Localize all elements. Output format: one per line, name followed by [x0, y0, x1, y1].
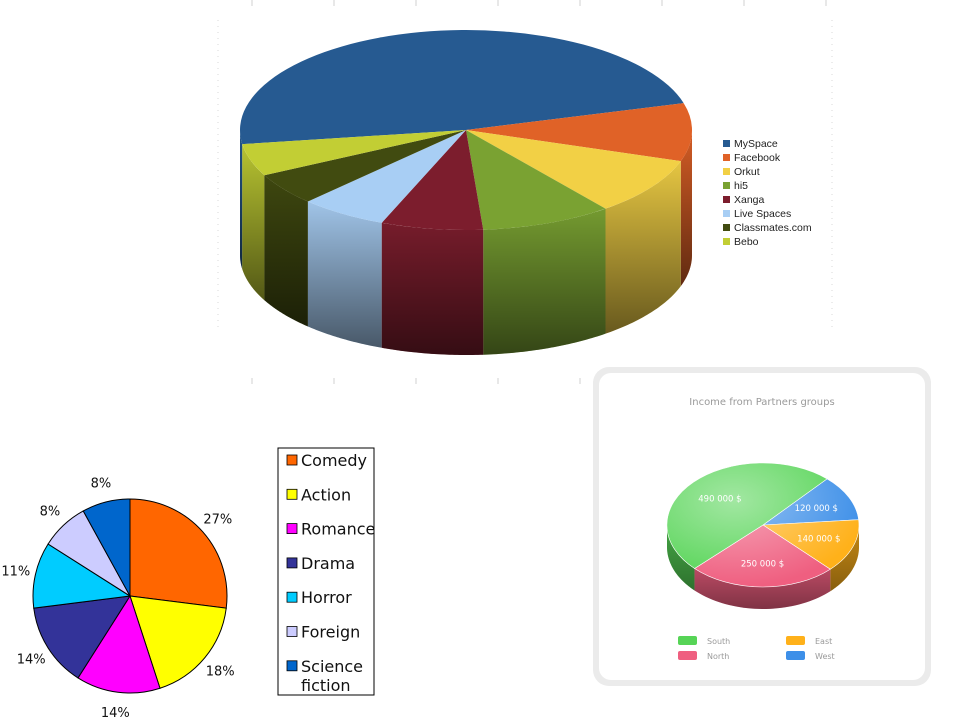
pie-side-bebo-shade	[242, 144, 265, 301]
legend-label-horror: Horror	[301, 588, 352, 607]
pie3d-income-chart: Income from Partners groups 120 000 $ 140…	[593, 367, 931, 686]
legend-label-east: East	[815, 637, 832, 646]
pie-slice-facebook	[466, 103, 693, 162]
legend-label-west: West	[815, 652, 835, 661]
pie-side-facebook-shade	[680, 130, 692, 287]
legend-swatch-science-fiction	[286, 660, 298, 672]
legend-label-romance: Romance	[301, 520, 375, 539]
pie-side-xanga-shade	[381, 222, 484, 355]
pie-slice-myspace	[240, 30, 684, 145]
value-label-south: 490 000 $	[698, 495, 741, 505]
legend-swatch-facebook	[723, 154, 730, 161]
pie-gloss	[667, 463, 859, 587]
legend-swatch-myspace	[723, 140, 730, 147]
value-label-comedy: 27%	[203, 513, 232, 528]
legend-swatch-east	[786, 636, 805, 645]
pie-side-south-shade	[667, 525, 695, 591]
pie-side-orkut-shade	[605, 161, 681, 334]
legend-label-science-fiction: Science fiction	[301, 657, 363, 695]
value-label-horror: 11%	[1, 565, 30, 580]
pie-side-walls	[667, 525, 859, 609]
legend-label-hi5: hi5	[734, 180, 748, 192]
pie-side-walls	[240, 130, 692, 355]
legend-label-drama: Drama	[301, 554, 355, 573]
pie-top-slices	[666, 462, 860, 588]
chart-title: Income from Partners groups	[689, 397, 834, 408]
legend-swatch-comedy	[286, 454, 298, 466]
pie-side-myspace-shade	[240, 130, 243, 270]
legend-label-classmates-com: Classmates.com	[734, 222, 812, 234]
legend-swatch-xanga	[723, 196, 730, 203]
pie3d-social-chart: MySpace Facebook Orkut hi5 Xanga Live Spaces C…	[217, 0, 833, 384]
pie-slice-comedy	[129, 498, 228, 609]
legend-label-myspace: MySpace	[734, 138, 778, 150]
value-label-east: 140 000 $	[797, 534, 840, 544]
pie-side-east-shade	[830, 525, 859, 592]
legend: MySpace Facebook Orkut hi5 Xanga Live Spaces C…	[723, 138, 812, 248]
value-label-science-fiction: 8%	[91, 477, 112, 492]
pie-side-hi5-shade	[483, 208, 606, 355]
pie-slice-horror	[32, 543, 132, 609]
legend-swatch-horror	[286, 591, 298, 603]
legend-swatch-bebo	[723, 238, 730, 245]
legend-swatch-west	[786, 651, 805, 660]
pie-slice-hi5	[466, 130, 606, 230]
legend-swatch-romance	[286, 523, 298, 534]
legend-swatch-foreign	[286, 626, 298, 637]
legend-swatch-classmates-com	[723, 224, 730, 231]
pie-slice-classmates-com	[264, 130, 466, 202]
pie-side-north-shade	[694, 568, 831, 609]
legend-box	[277, 447, 375, 696]
pie-genre-chart: 27% 18% 14% 14% 11% 8% 8% Comedy Action Romance D…	[1, 447, 375, 720]
legend: Comedy Action Romance Drama Horror Foreign Sci…	[277, 447, 375, 696]
legend-label-action: Action	[301, 485, 351, 504]
pie-top-slices	[240, 30, 693, 231]
legend-label-facebook: Facebook	[734, 152, 781, 164]
legend-label-comedy: Comedy	[301, 451, 367, 470]
pie-slice-bebo	[242, 130, 466, 176]
legend-swatch-south	[678, 636, 697, 645]
pie-slices	[32, 498, 228, 694]
value-label-foreign: 8%	[40, 505, 61, 520]
value-label-north: 250 000 $	[741, 559, 784, 569]
legend-label-bebo: Bebo	[734, 236, 759, 248]
legend-swatch-hi5	[723, 182, 730, 189]
pie-slice-orkut	[466, 130, 681, 209]
pie-slice-drama	[33, 595, 131, 679]
legend-label-foreign: Foreign	[301, 623, 360, 642]
value-label-action: 18%	[206, 665, 235, 680]
pie-side-live-spaces-shade	[307, 201, 382, 348]
legend-swatch-north	[678, 651, 697, 660]
value-label-drama: 14%	[17, 653, 46, 668]
pie-slice-romance	[77, 594, 161, 694]
legend-swatch-action	[286, 488, 298, 500]
value-label-west: 120 000 $	[795, 504, 838, 514]
pie-value-labels: 120 000 $ 140 000 $ 250 000 $ 490 000 $	[698, 495, 840, 570]
pie-value-labels: 27% 18% 14% 14% 11% 8% 8%	[1, 477, 234, 720]
pie-side-classmates-com-shade	[264, 175, 308, 327]
pie-slice-science-fiction	[82, 498, 131, 597]
legend-swatch-live-spaces	[723, 210, 730, 217]
pie-slice-live-spaces	[307, 130, 466, 223]
legend-label-live-spaces: Live Spaces	[734, 208, 791, 220]
legend-label-xanga: Xanga	[734, 194, 765, 206]
legend-swatch-orkut	[723, 168, 730, 175]
legend-label-orkut: Orkut	[734, 166, 760, 178]
value-label-romance: 14%	[101, 706, 130, 720]
pie-slice-action	[129, 595, 227, 689]
legend: South East North West	[678, 636, 835, 661]
legend-label-north: North	[707, 652, 729, 661]
pie-slice-xanga	[381, 130, 484, 231]
legend-label-south: South	[707, 637, 730, 646]
legend-swatch-drama	[286, 557, 298, 569]
